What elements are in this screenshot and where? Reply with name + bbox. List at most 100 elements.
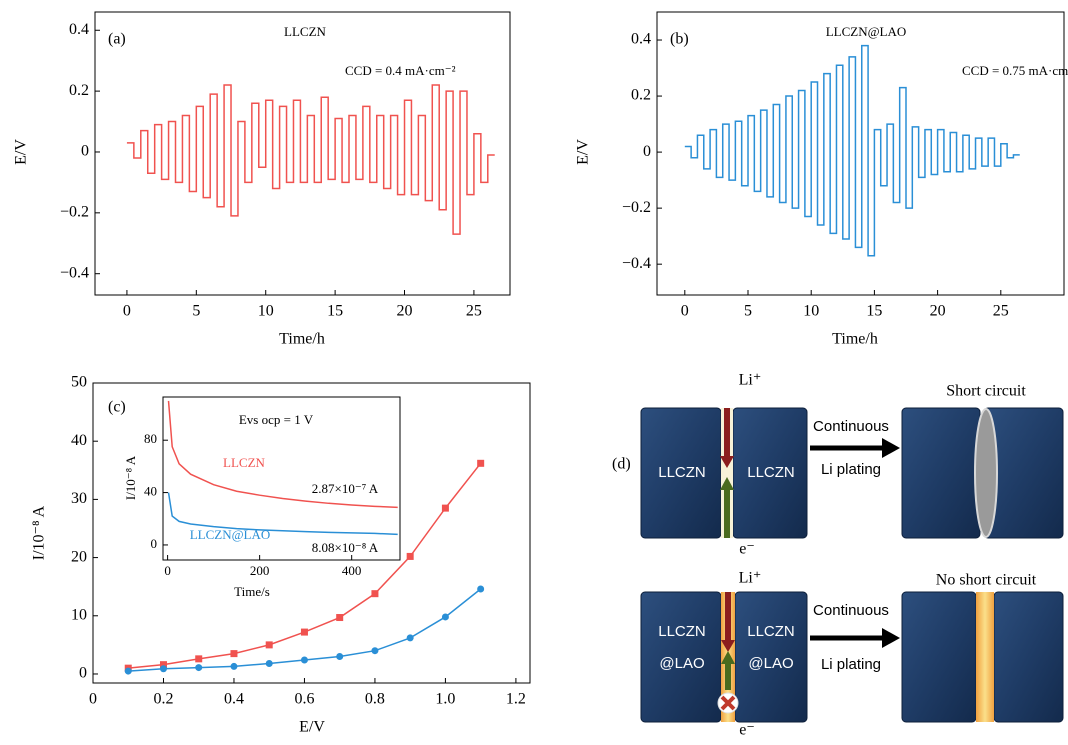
y-tick-label: 40 [71,432,87,449]
marker [230,650,238,658]
electron-arrow-head [721,651,735,664]
annotation: 8.08×10⁻⁸ A [312,540,379,555]
x-tick-label: 20 [397,303,413,320]
marker [441,504,449,512]
y-tick-label: 0 [643,143,651,160]
diagram: (d) Li⁺ LLCZN LLCZN e⁻ Continuous Li pla… [612,372,1064,739]
y-tick-label: 0 [81,143,89,160]
y-tick-label: −0.4 [622,255,651,272]
panel-label: (b) [670,31,689,48]
x-tick-label: 0 [681,303,689,320]
chart-title: LLCZN [284,24,326,39]
annotation: Evs ocp = 1 V [239,412,314,427]
series-line [126,84,495,235]
marker [230,662,238,670]
x-axis-label: Time/s [234,584,270,599]
y-tick-label: 80 [144,431,157,446]
ion-arrow-head [720,456,734,468]
li-ion-label: Li⁺ [739,570,762,587]
ion-arrow-head [721,640,735,652]
arrow-label: Continuous [813,418,889,435]
x-tick-label: 10 [803,303,819,320]
x-tick-label: 1.0 [435,691,455,708]
x-tick-label: 25 [993,303,1009,320]
ion-arrow [724,408,730,458]
plot-frame [94,11,511,296]
marker [124,667,132,675]
x-tick-label: 0.8 [365,691,385,708]
arrow-label: Li plating [821,461,881,478]
x-tick-label: 5 [744,303,752,320]
annotation: 2.87×10⁻⁷ A [312,481,379,496]
marker [406,552,414,560]
y-tick-label: 10 [71,606,87,623]
x-tick-label: 0 [164,563,171,578]
x-axis-label: E/V [299,719,325,736]
electron-arrow [724,488,730,538]
y-tick-label: −0.2 [622,199,651,216]
coating-layer [976,592,994,722]
y-axis-label: I/10⁻⁸ A [31,505,48,560]
state-label: No short circuit [936,572,1037,589]
marker [159,661,167,669]
li-ion-label: Li⁺ [739,372,762,389]
y-axis-label: E/V [13,139,30,165]
marker [159,665,167,673]
marker [336,653,344,661]
x-tick-label: 0.6 [294,691,314,708]
marker [195,655,203,663]
x-tick-label: 0.4 [224,691,244,708]
block-label: LLCZN [747,464,795,481]
series-line [167,492,398,536]
y-axis-label: E/V [575,139,592,165]
panel-label: (c) [108,399,126,416]
arrow-label: Li plating [821,656,881,673]
marker [300,656,308,664]
arrow-head [882,628,900,648]
panel: 0 5 10 15 20 25 −0.4 −0.2 0 0.2 0.4 (a) LLCZN CCD = 0… [13,11,511,348]
annotation: CCD = 0.4 mA·cm⁻² [345,63,456,78]
arrow-head [882,438,900,458]
x-tick-label: 1.2 [506,691,526,708]
marker [441,613,449,621]
y-tick-label: 30 [71,490,87,507]
x-tick-label: 15 [866,303,882,320]
marker [371,647,379,655]
y-tick-label: 50 [71,374,87,391]
electrolyte-block [993,591,1064,723]
marker [371,590,379,598]
y-tick-label: 0 [151,536,158,551]
y-tick-label: 0.4 [631,31,651,48]
marker [300,628,308,636]
block-icon [720,695,736,711]
marker [265,660,273,668]
x-tick-label: 5 [192,303,200,320]
panel: 0 5 10 15 20 25 −0.4 −0.2 0 0.2 0.4 (b) LLCZN@LAO CCD… [575,11,1068,348]
x-tick-label: 20 [930,303,946,320]
x-axis-label: Time/h [832,331,878,348]
chart-title: LLCZN@LAO [826,24,907,39]
annotation: CCD = 0.75 mA·cm⁻² [962,63,1068,78]
block-label: LLCZN [747,623,795,640]
panel-label: (a) [108,31,126,48]
y-tick-label: −0.4 [60,264,89,281]
electron-arrow-head [720,477,734,490]
y-tick-label: 0.4 [69,21,89,38]
x-tick-label: 0 [123,303,131,320]
arrow-label: Continuous [813,602,889,619]
state-label: Short circuit [946,383,1026,400]
x-axis-label: Time/h [279,331,325,348]
series-line [167,400,398,509]
x-tick-label: 10 [258,303,274,320]
series-label: LLCZN [223,455,265,470]
electrolyte-block [901,591,977,723]
y-tick-label: −0.2 [60,204,89,221]
x-tick-label: 0 [89,691,97,708]
x-tick-label: 0.2 [153,691,173,708]
y-tick-label: 0.2 [69,82,89,99]
series-label: LLCZN@LAO [190,527,271,542]
electron-label: e⁻ [739,722,755,739]
marker [477,459,485,467]
marker [477,585,485,593]
